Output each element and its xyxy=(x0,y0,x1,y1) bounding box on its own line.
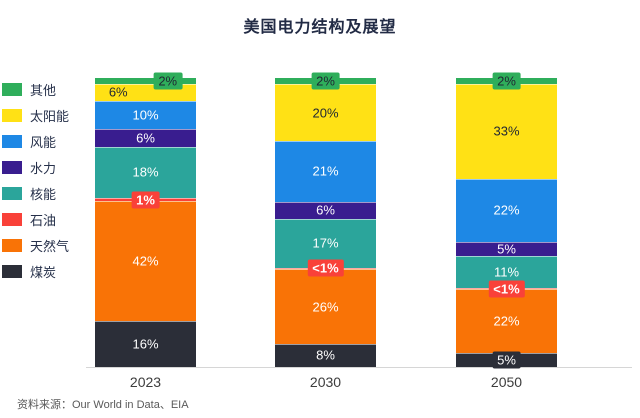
segment-label-wind-2050: 22% xyxy=(493,202,520,218)
x-axis-line xyxy=(86,367,632,368)
x-axis-label-2050: 2050 xyxy=(490,374,523,390)
segment-hydro-2050: 5% xyxy=(456,241,557,257)
segment-other-2050: 2% xyxy=(456,72,557,90)
segment-label-oil-2050: <1% xyxy=(488,280,525,298)
x-axis-label-2030: 2030 xyxy=(309,374,342,390)
segment-label-other-2050: 2% xyxy=(492,72,521,90)
legend-label-gas: 天然气 xyxy=(30,238,70,254)
segment-label-wind-2030: 21% xyxy=(312,163,339,179)
legend-label-solar: 太阳能 xyxy=(30,108,70,124)
legend-swatch-solar xyxy=(2,108,22,122)
stacked-bar-2030: 2% 20% 21% 6% 17% <1% 26% 8% xyxy=(275,72,376,367)
legend-item-coal: 煤炭 xyxy=(2,258,69,284)
legend-label-hydro: 水力 xyxy=(30,160,57,176)
segment-label-gas-2023: 42% xyxy=(132,253,159,269)
segment-wind-2030: 21% xyxy=(275,141,376,202)
legend-item-other: 其他 xyxy=(2,76,69,102)
legend-item-oil: 石油 xyxy=(2,206,69,232)
plot-area: 2% 6% 10% 6% 18% 1% 42% 16% 2% 20% 21% 6% 17% <1% 26% 8… xyxy=(95,72,557,369)
segment-label-coal-2030: 8% xyxy=(316,347,335,363)
segment-label-hydro-2023: 6% xyxy=(136,130,155,146)
segment-solar-2030: 20% xyxy=(275,83,376,142)
segment-label-wind-2023: 10% xyxy=(132,107,159,123)
legend-item-solar: 太阳能 xyxy=(2,102,69,128)
stacked-bar-2023: 2% 6% 10% 6% 18% 1% 42% 16% xyxy=(95,72,196,367)
segment-solar-2050: 33% xyxy=(456,83,557,179)
legend-item-hydro: 水力 xyxy=(2,154,69,180)
segment-label-solar-2023: 6% xyxy=(108,84,128,100)
segment-gas-2050: 22% xyxy=(456,289,557,353)
legend-swatch-other xyxy=(2,82,22,96)
legend-swatch-coal xyxy=(2,264,22,278)
segment-oil-2030: <1% xyxy=(275,259,376,277)
segment-label-gas-2030: 26% xyxy=(312,299,339,315)
segment-coal-2023: 16% xyxy=(95,321,196,367)
segment-label-other-2023: 2% xyxy=(153,72,183,90)
legend-label-nuclear: 核能 xyxy=(30,186,57,202)
legend-swatch-hydro xyxy=(2,160,22,174)
chart-title: 美国电力结构及展望 xyxy=(243,19,397,36)
legend-item-wind: 风能 xyxy=(2,128,69,154)
legend-item-nuclear: 核能 xyxy=(2,180,69,206)
legend: 其他太阳能风能水力核能石油天然气煤炭 xyxy=(2,76,69,284)
segment-hydro-2030: 6% xyxy=(275,201,376,219)
segment-label-nuclear-2050: 11% xyxy=(493,264,520,280)
segment-hydro-2023: 6% xyxy=(95,129,196,147)
segment-label-hydro-2030: 6% xyxy=(316,202,335,218)
segment-label-nuclear-2030: 17% xyxy=(312,235,339,251)
legend-swatch-nuclear xyxy=(2,186,22,200)
source-note: 资料来源：Our World in Data、EIA xyxy=(17,399,189,411)
segment-wind-2023: 10% xyxy=(95,100,196,130)
segment-gas-2030: 26% xyxy=(275,269,376,344)
segment-nuclear-2023: 18% xyxy=(95,146,196,199)
segment-oil-2023: 1% xyxy=(95,191,196,209)
segment-label-coal-2023: 16% xyxy=(132,336,159,352)
segment-nuclear-2030: 17% xyxy=(275,218,376,268)
segment-label-hydro-2050: 5% xyxy=(497,241,516,257)
segment-oil-2050: <1% xyxy=(456,280,557,298)
segment-coal-2030: 8% xyxy=(275,343,376,367)
segment-label-oil-2023: 1% xyxy=(131,191,160,209)
segment-wind-2050: 22% xyxy=(456,178,557,242)
legend-swatch-oil xyxy=(2,212,22,226)
segment-gas-2023: 42% xyxy=(95,201,196,322)
segment-label-other-2030: 2% xyxy=(311,72,340,90)
segment-label-coal-2050: 5% xyxy=(492,351,521,369)
x-axis-label-2023: 2023 xyxy=(129,374,162,390)
segment-label-oil-2030: <1% xyxy=(307,259,344,277)
segment-other-2023: 2% xyxy=(95,72,196,90)
segment-label-gas-2050: 22% xyxy=(493,313,520,329)
legend-label-other: 其他 xyxy=(30,82,57,98)
legend-label-oil: 石油 xyxy=(30,212,57,228)
segment-label-solar-2050: 33% xyxy=(493,123,520,139)
segment-other-2030: 2% xyxy=(275,72,376,90)
legend-item-gas: 天然气 xyxy=(2,232,69,258)
segment-coal-2050: 5% xyxy=(456,351,557,369)
stacked-bar-2050: 2% 33% 22% 5% 11% <1% 22% 5% xyxy=(456,72,557,369)
legend-swatch-wind xyxy=(2,134,22,148)
segment-label-solar-2030: 20% xyxy=(312,105,339,120)
legend-label-coal: 煤炭 xyxy=(30,264,57,280)
legend-label-wind: 风能 xyxy=(30,134,57,150)
segment-label-nuclear-2023: 18% xyxy=(132,164,159,180)
legend-swatch-gas xyxy=(2,238,22,252)
